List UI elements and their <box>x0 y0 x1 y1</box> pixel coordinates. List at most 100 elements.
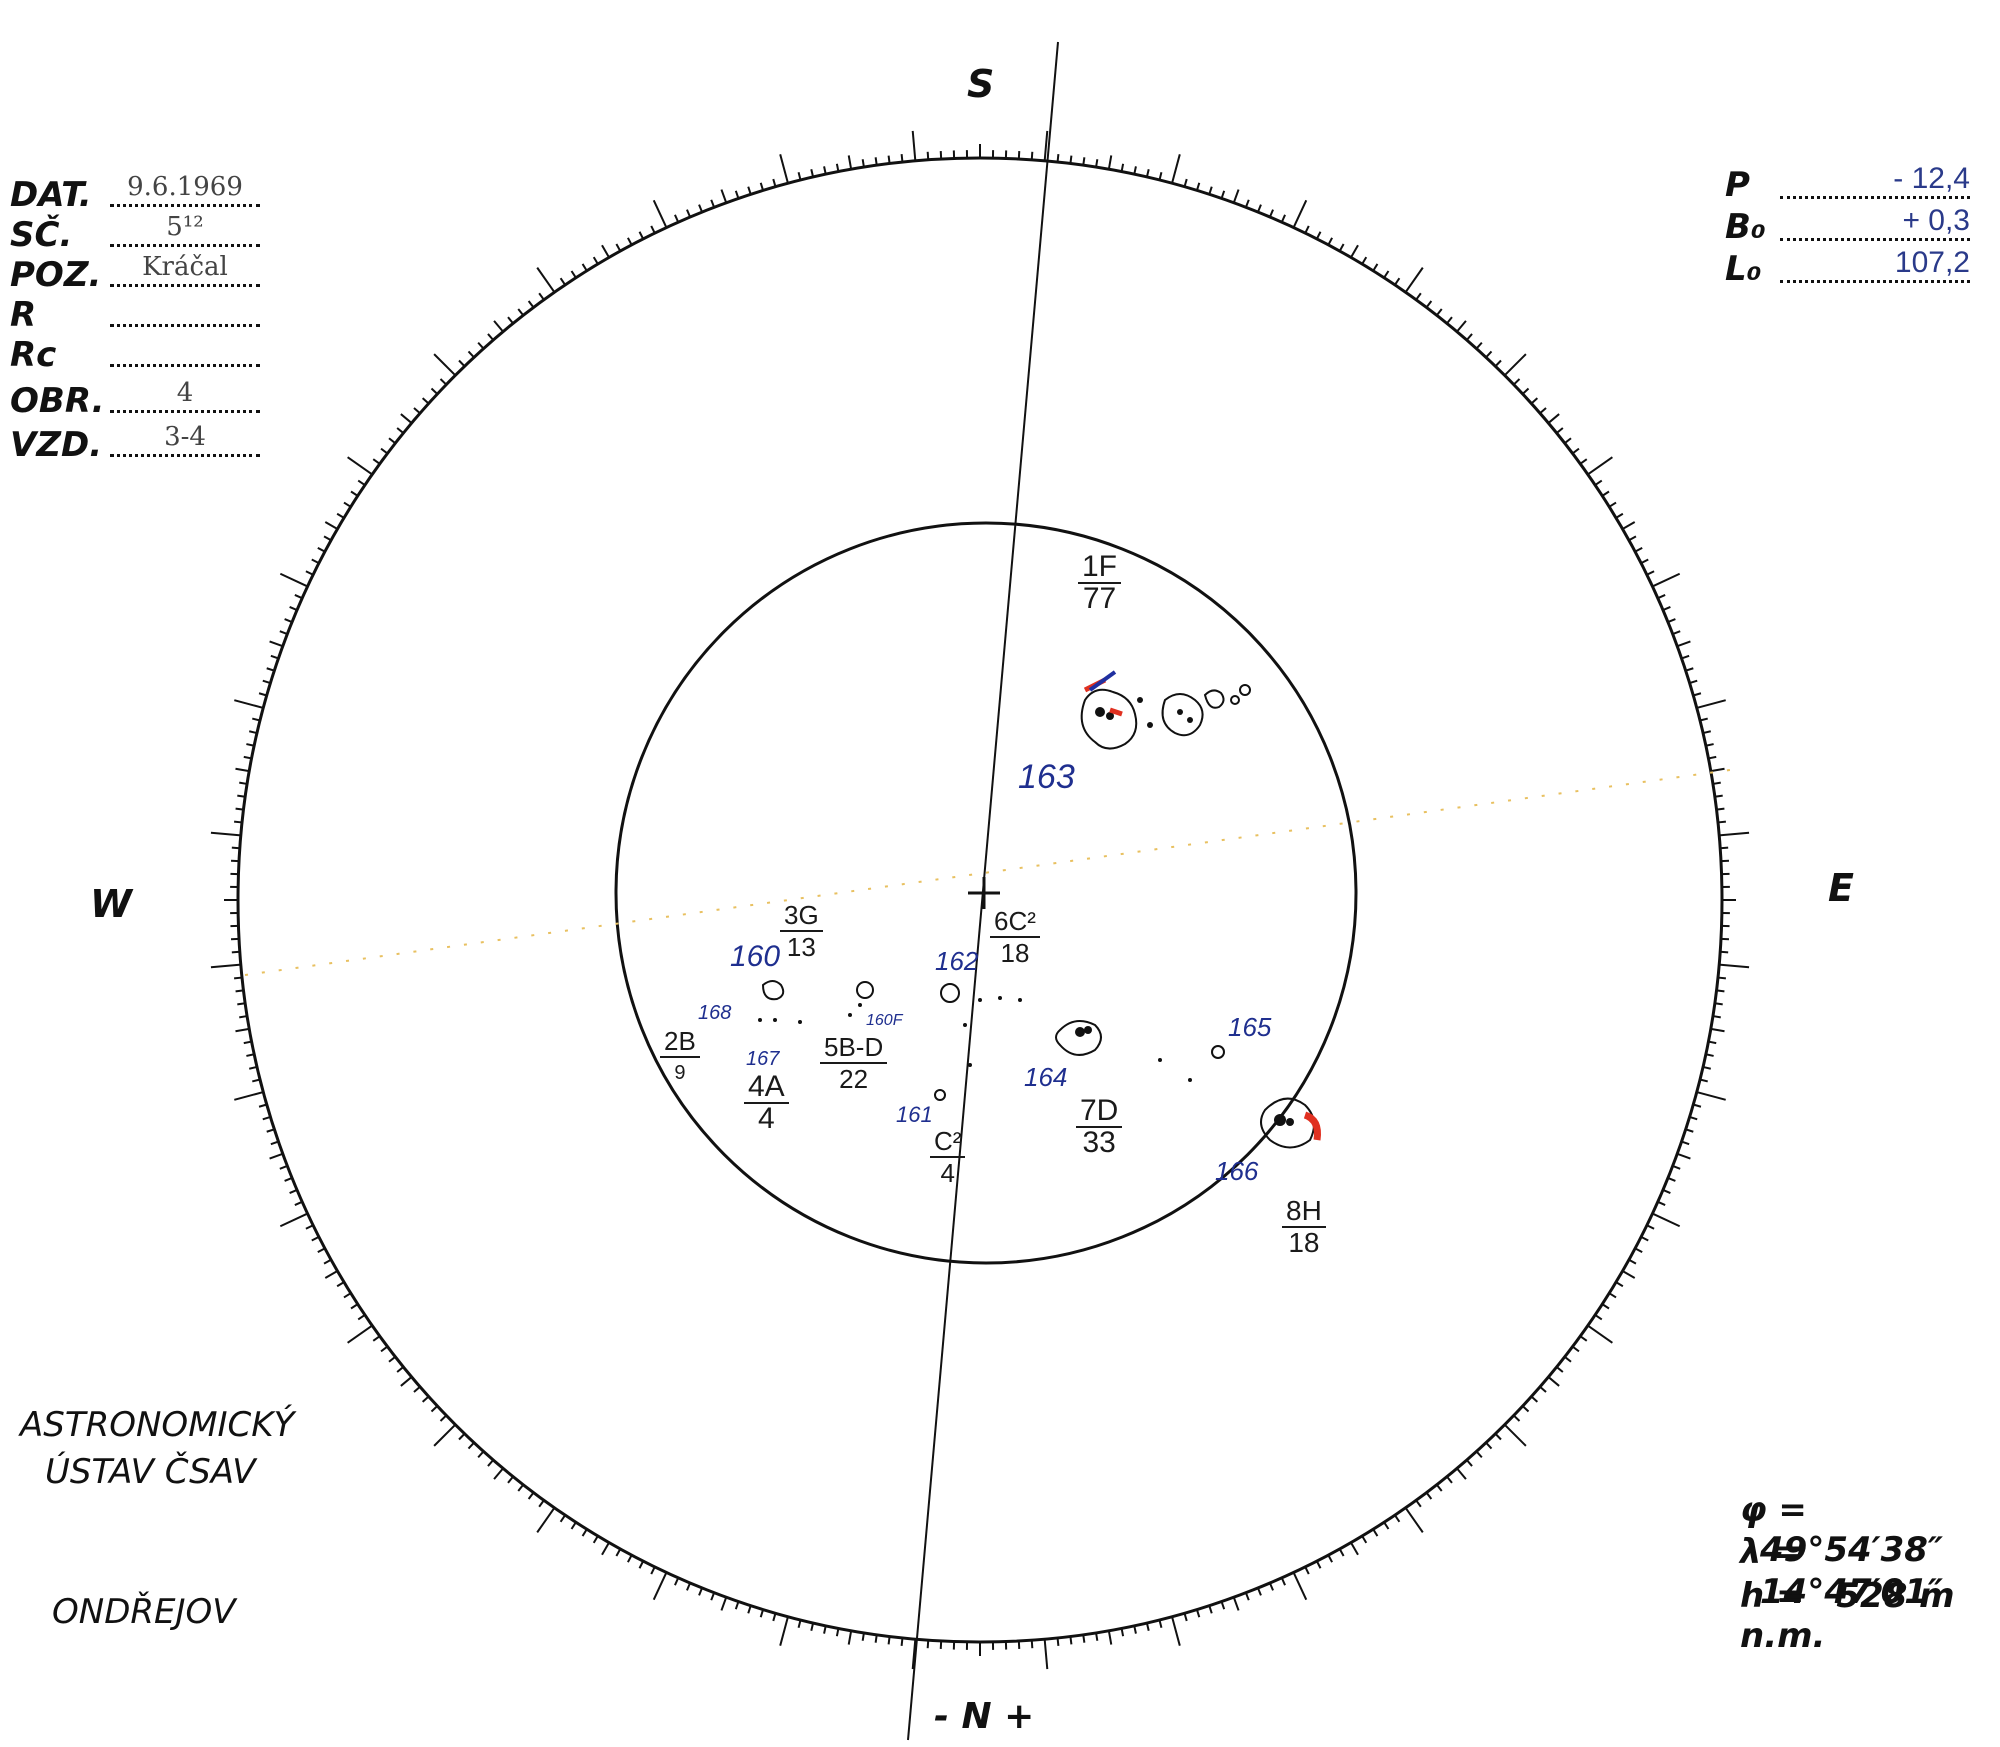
degree-tick <box>720 189 728 204</box>
degree-tick <box>1719 963 1750 969</box>
group-3-class: 3G <box>780 900 823 932</box>
degree-tick <box>1350 1542 1359 1556</box>
field-poz-value: Kráčal <box>110 250 260 287</box>
degree-tick <box>1404 267 1424 293</box>
degree-tick <box>347 456 373 476</box>
degree-tick <box>1696 1091 1726 1101</box>
degree-tick <box>1171 1616 1181 1646</box>
field-b0-value: + 0,3 <box>1780 204 1970 241</box>
field-date-value: 9.6.1969 <box>110 170 260 207</box>
degree-tick <box>1676 1152 1691 1160</box>
group-6-count: 18 <box>1000 938 1030 968</box>
field-r-value <box>110 290 260 327</box>
degree-tick <box>1622 521 1636 530</box>
field-poz: POZ. Kráčal <box>10 252 260 292</box>
degree-tick <box>269 640 284 648</box>
group-5-class: 5B-D <box>820 1032 888 1064</box>
group-2-count: 9 <box>674 1062 686 1084</box>
degree-tick <box>400 413 413 424</box>
field-vzd: VZD. 3-4 <box>10 422 260 465</box>
sunspot-group-1-blue <box>1088 670 1117 692</box>
compass-west: W <box>90 882 132 926</box>
field-sc-label: SČ. <box>10 215 73 255</box>
degree-tick <box>324 1270 338 1279</box>
group-7-class: 7D <box>1076 1096 1123 1128</box>
group-2-class: 2B <box>660 1026 700 1058</box>
field-p: P - 12,4 <box>1725 162 1970 205</box>
coord-lat: φ = 49°54′38″ <box>1740 1490 2000 1570</box>
coord-height: h = 528 m n.m. <box>1740 1576 2000 1656</box>
group-2-label: 2B 9 <box>660 1026 700 1088</box>
field-sc: SČ. 5¹² <box>10 212 260 255</box>
group-8-number: 166 <box>1215 1156 1259 1186</box>
degree-tick <box>911 130 917 161</box>
field-sc-value: 5¹² <box>110 210 260 247</box>
field-l0-label: L₀ <box>1725 249 1762 289</box>
group-c-number: 161 <box>896 1102 933 1127</box>
field-rc: Rc <box>10 338 260 372</box>
field-r-label: R <box>10 295 37 335</box>
sunspot-group-1 <box>1080 684 1251 750</box>
degree-tick <box>1107 1630 1113 1645</box>
degree-tick <box>1350 244 1359 258</box>
group-5-count: 22 <box>839 1064 869 1094</box>
coord-lon-symbol: λ = <box>1740 1532 1802 1572</box>
outer-circle <box>236 156 1724 1644</box>
degree-tick <box>269 1152 284 1160</box>
field-date: DAT. 9.6.1969 <box>10 172 260 215</box>
group-6-class: 6C² <box>990 906 1040 938</box>
group-5-label: 5B-D 22 <box>820 1032 888 1094</box>
group-c-label: C² 4 <box>930 1126 966 1188</box>
degree-tick <box>1696 699 1726 709</box>
institute-line1: ASTRONOMICKÝ <box>20 1405 295 1445</box>
coord-lat-symbol: φ = <box>1740 1490 1807 1530</box>
degree-tick <box>433 353 457 377</box>
group-4-count: 4 <box>758 1102 775 1135</box>
degree-tick <box>234 1091 264 1101</box>
degree-tick <box>1107 155 1113 170</box>
field-p-label: P <box>1725 165 1750 205</box>
field-vzd-value: 3-4 <box>110 420 260 457</box>
group-3-label: 3G 13 <box>780 900 823 962</box>
degree-tick <box>1587 1324 1613 1344</box>
degree-tick <box>210 831 241 837</box>
degree-tick <box>1456 320 1467 333</box>
coord-height-value: 528 m n.m. <box>1740 1576 1955 1656</box>
degree-tick <box>347 1324 373 1344</box>
field-b0: B₀ + 0,3 <box>1725 204 1970 244</box>
degree-tick <box>601 244 610 258</box>
group-165-number: 165 <box>1228 1012 1272 1042</box>
field-obr: OBR. 4 <box>10 378 260 418</box>
group-7-label: 7D 33 <box>1076 1096 1123 1159</box>
compass-east: E <box>1828 866 1854 910</box>
group-7-count: 33 <box>1082 1126 1116 1159</box>
group-8-count: 18 <box>1288 1227 1320 1258</box>
coord-lon: λ = 14°47′01″ <box>1740 1532 2000 1612</box>
coord-lon-value: 14°47′01″ <box>1760 1572 1944 1612</box>
degree-tick <box>1503 1423 1527 1447</box>
field-date-label: DAT. <box>10 175 92 215</box>
degree-tick <box>1710 767 1725 773</box>
field-rc-value <box>110 330 260 367</box>
degree-tick <box>234 699 264 709</box>
degree-tick <box>1676 640 1691 648</box>
degree-tick <box>1503 353 1527 377</box>
degree-tick <box>433 1423 457 1447</box>
degree-tick <box>601 1542 610 1556</box>
group-3-number: 160 <box>730 940 781 973</box>
degree-tick <box>536 1507 556 1533</box>
compass-south: S <box>967 62 995 106</box>
sunspot-group-8-red <box>1303 1111 1321 1141</box>
degree-tick <box>1292 199 1308 228</box>
degree-tick <box>779 1616 789 1646</box>
degree-tick <box>1547 1376 1560 1387</box>
degree-tick <box>279 572 308 588</box>
field-p-value: - 12,4 <box>1780 162 1970 199</box>
group-6-number: 162 <box>935 946 979 976</box>
degree-tick <box>847 155 853 170</box>
group-3-count: 13 <box>786 932 816 962</box>
field-r: R <box>10 295 260 335</box>
field-vzd-label: VZD. <box>10 425 103 465</box>
degree-tick <box>652 199 668 228</box>
